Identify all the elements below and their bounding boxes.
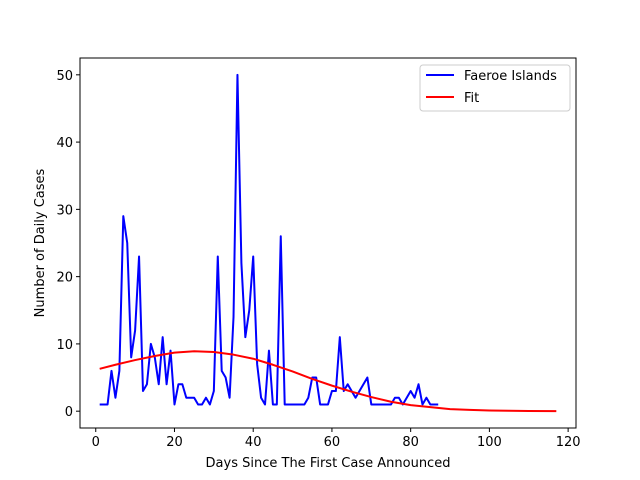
- legend-label-fit: Fit: [464, 91, 479, 106]
- x-tick-label-0: 0: [92, 435, 100, 450]
- plot-area: [79, 57, 577, 429]
- legend: Faeroe Islands Fit: [419, 64, 571, 112]
- x-tick-label-60: 60: [324, 435, 341, 450]
- series-line-faeroe-islands: [99, 73, 439, 406]
- x-tick-label-20: 20: [166, 435, 183, 450]
- y-tick-label-20: 20: [56, 271, 73, 286]
- x-tick-label-40: 40: [245, 435, 262, 450]
- legend-label-faeroe-islands: Faeroe Islands: [464, 69, 557, 84]
- legend-box: [419, 64, 571, 112]
- x-axis-ticks: 0 20 40 60 80 100 120: [92, 428, 581, 450]
- series-line-fit: [99, 350, 557, 413]
- x-tick-label-100: 100: [477, 435, 502, 450]
- y-tick-label-40: 40: [56, 136, 73, 151]
- y-axis-ticks: 0 10 20 30 40 50: [56, 69, 80, 420]
- x-tick-label-120: 120: [556, 435, 581, 450]
- y-axis-label: Number of Daily Cases: [33, 168, 48, 317]
- series-layer: [99, 73, 557, 413]
- x-tick-label-80: 80: [402, 435, 419, 450]
- y-tick-label-30: 30: [56, 203, 73, 218]
- y-tick-label-50: 50: [56, 69, 73, 84]
- y-tick-label-0: 0: [65, 405, 73, 420]
- x-axis-label: Days Since The First Case Announced: [206, 456, 451, 471]
- y-tick-label-10: 10: [56, 338, 73, 353]
